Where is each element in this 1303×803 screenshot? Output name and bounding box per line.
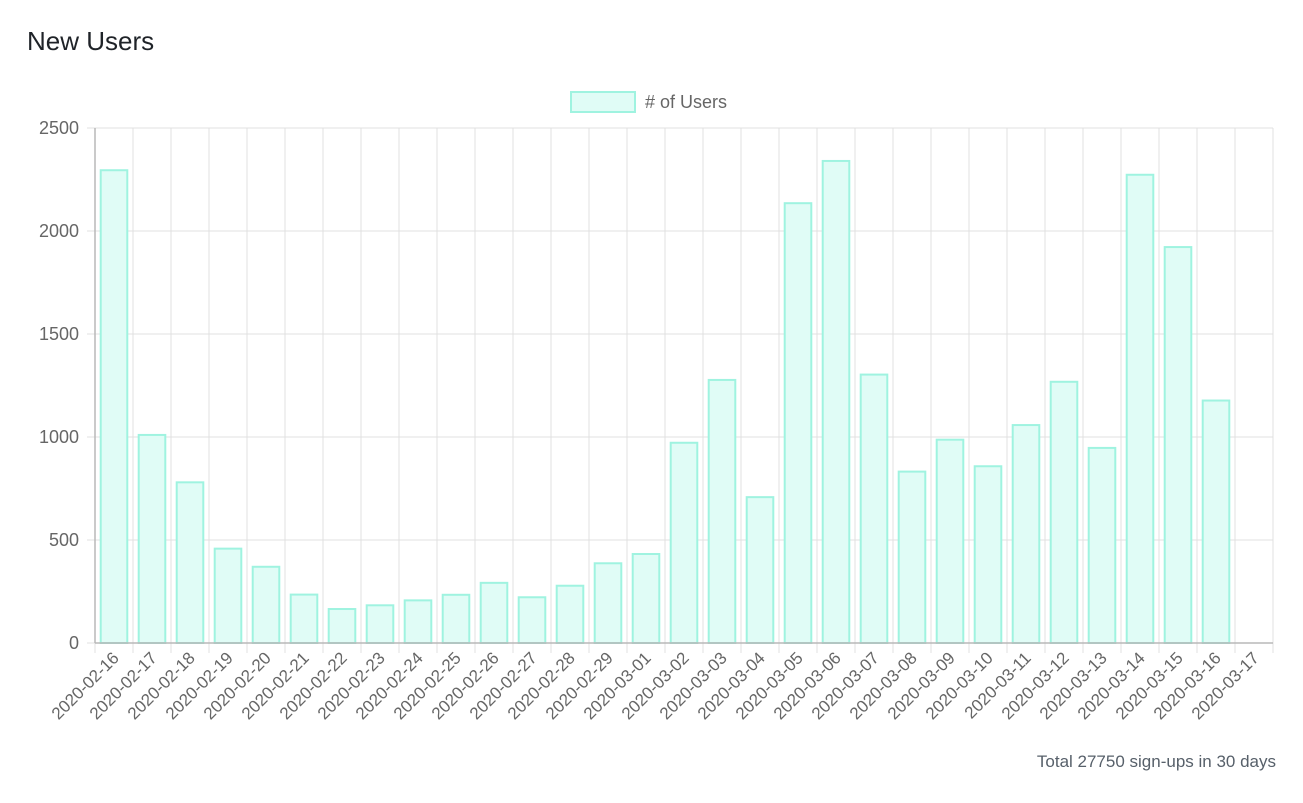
bar-2020-03-06[interactable]: [821, 159, 851, 645]
bar-2020-02-23[interactable]: [365, 604, 395, 644]
bar-2020-03-14[interactable]: [1125, 173, 1155, 644]
legend-label: # of Users: [645, 92, 727, 112]
bar-2020-03-09[interactable]: [935, 438, 965, 645]
y-axis-ticks: 0 500 1000 1500 2000 2500: [39, 118, 79, 653]
bar-2020-03-15[interactable]: [1163, 246, 1193, 644]
bar-2020-02-16[interactable]: [99, 169, 129, 644]
y-tick-label: 2000: [39, 221, 79, 241]
bar-2020-02-27[interactable]: [517, 596, 547, 645]
bar-2020-02-19[interactable]: [213, 547, 243, 644]
bar-2020-03-16[interactable]: [1201, 399, 1231, 644]
bar-2020-02-25[interactable]: [441, 593, 471, 645]
bar-2020-03-08[interactable]: [897, 470, 927, 644]
bar-2020-02-21[interactable]: [289, 593, 319, 645]
bar-2020-03-02[interactable]: [669, 441, 699, 644]
bar-2020-03-11[interactable]: [1011, 424, 1041, 644]
legend-swatch: [570, 91, 636, 113]
bar-2020-03-13[interactable]: [1087, 446, 1117, 644]
legend[interactable]: # of Users: [570, 91, 727, 113]
axes: [94, 128, 1273, 644]
bar-2020-02-22[interactable]: [327, 608, 357, 645]
bar-2020-02-26[interactable]: [479, 581, 509, 645]
y-tick-label: 1000: [39, 427, 79, 447]
y-tick-label: 1500: [39, 324, 79, 344]
y-tick-label: 2500: [39, 118, 79, 138]
bar-2020-02-20[interactable]: [251, 565, 281, 645]
bar-2020-03-07[interactable]: [859, 373, 889, 644]
bar-2020-03-10[interactable]: [973, 465, 1003, 645]
bar-2020-03-04[interactable]: [745, 496, 775, 645]
bar-2020-03-03[interactable]: [707, 378, 737, 644]
grid: [87, 127, 1274, 653]
x-axis-ticks: 2020-02-162020-02-172020-02-182020-02-19…: [48, 648, 1263, 723]
bar-2020-03-01[interactable]: [631, 553, 661, 644]
y-tick-label: 500: [49, 530, 79, 550]
chart-title: New Users: [27, 26, 155, 56]
bar-2020-02-29[interactable]: [593, 562, 623, 645]
y-tick-label: 0: [69, 633, 79, 653]
bar-2020-02-24[interactable]: [403, 599, 433, 644]
total-signups-note: Total 27750 sign-ups in 30 days: [1036, 752, 1276, 771]
bar-2020-03-05[interactable]: [783, 202, 813, 644]
bar-2020-02-18[interactable]: [175, 481, 205, 644]
bar-2020-02-28[interactable]: [555, 584, 585, 644]
bar-2020-03-12[interactable]: [1049, 380, 1079, 644]
bar-2020-02-17[interactable]: [137, 433, 167, 644]
